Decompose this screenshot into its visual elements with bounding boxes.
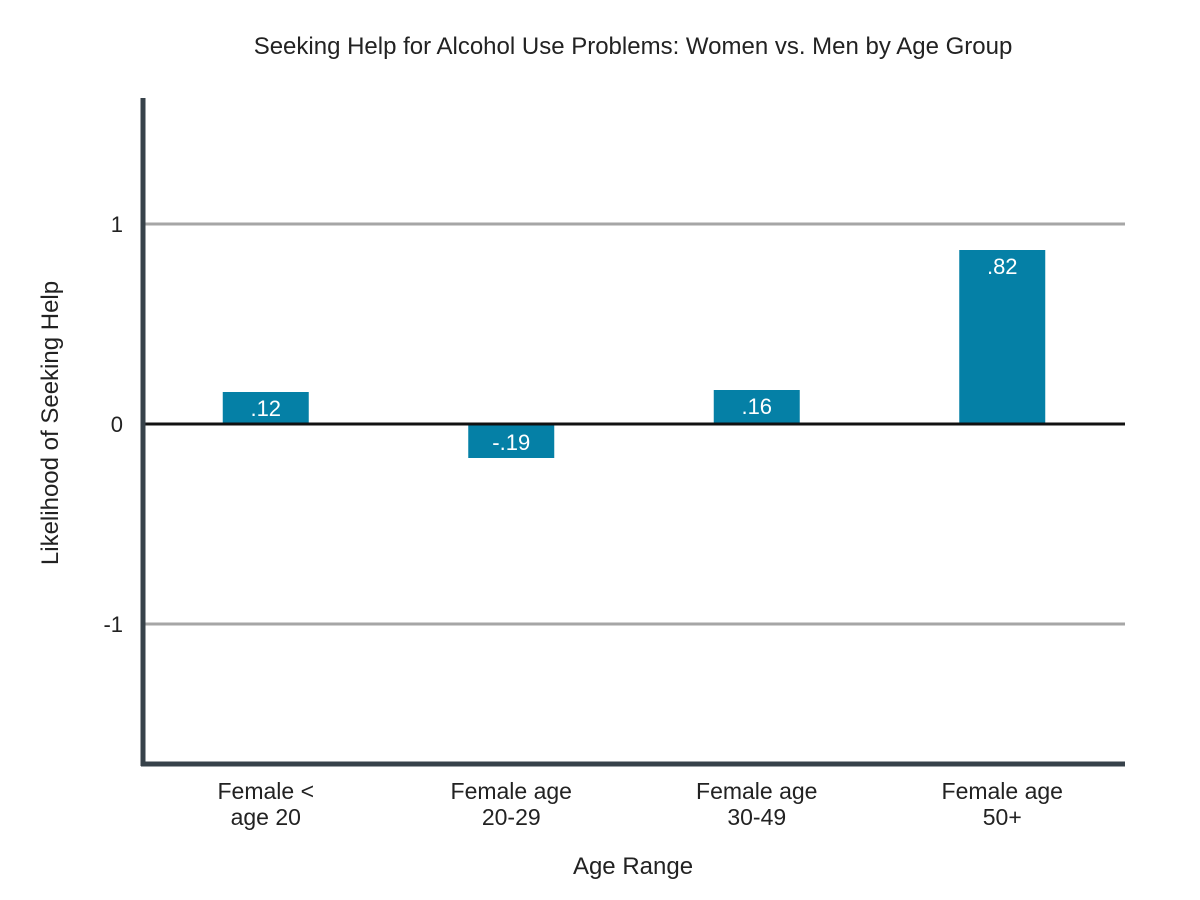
gridlines — [143, 222, 1125, 626]
y-tick-labels: 1 0 -1 — [103, 212, 123, 637]
x-category-label: 50+ — [983, 804, 1022, 830]
bar — [222, 392, 309, 424]
y-tick-label: 1 — [111, 212, 123, 237]
x-category-label: Female age — [696, 778, 817, 804]
y-axis-label: Likelihood of Seeking Help — [37, 281, 64, 565]
bars: .12 -.19 .16 .82 — [222, 250, 1046, 458]
x-category-label: 30-49 — [727, 804, 786, 830]
bar-data-label: .82 — [987, 254, 1018, 279]
x-category-label: age 20 — [231, 804, 301, 830]
x-category-label: Female age — [942, 778, 1063, 804]
bar — [468, 424, 555, 458]
x-category-label: 20-29 — [482, 804, 541, 830]
bar-data-label: .12 — [250, 396, 281, 421]
x-category-label: Female < — [217, 778, 314, 804]
y-tick-label: -1 — [103, 612, 123, 637]
y-tick-label: 0 — [111, 412, 123, 437]
x-category-label: Female age — [451, 778, 572, 804]
x-axis-label: Age Range — [573, 853, 693, 880]
bar — [959, 250, 1046, 424]
axes — [140, 98, 1125, 767]
bar-data-label: .16 — [741, 394, 772, 419]
chart-title: Seeking Help for Alcohol Use Problems: W… — [254, 33, 1013, 60]
bar-data-label: -.19 — [492, 430, 530, 455]
bar — [713, 390, 800, 424]
